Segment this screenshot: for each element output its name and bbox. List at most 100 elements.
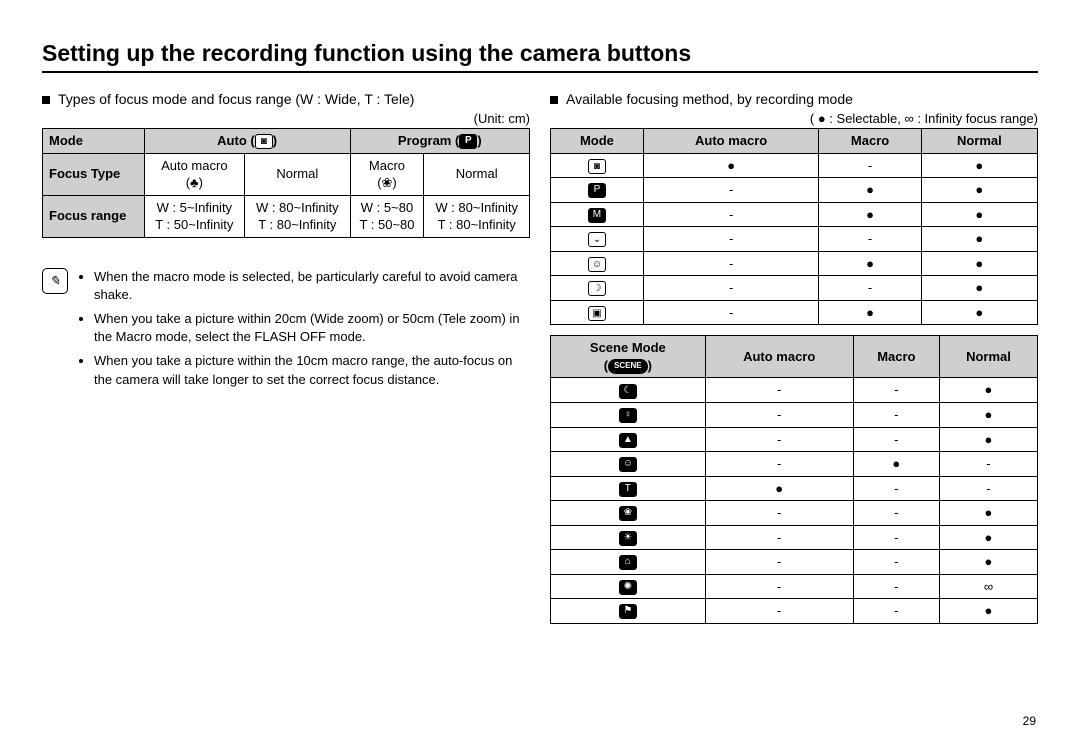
value-cell: - (705, 501, 853, 526)
value-cell: ● (939, 525, 1037, 550)
scene-mode-icon: ✺ (619, 580, 637, 595)
table-row: ⌄--● (551, 227, 1038, 252)
value-cell: - (705, 574, 853, 599)
table-row: ☽--● (551, 276, 1038, 301)
range-t: T : 50~80 (359, 217, 414, 232)
cell-auto-macro: Auto macro (♣) (144, 153, 244, 195)
scene-mode-icon: T (619, 482, 637, 497)
value-cell: - (939, 476, 1037, 501)
value-cell: - (643, 276, 819, 301)
note-block: ✎ When the macro mode is selected, be pa… (42, 268, 530, 395)
table-row: ▣-●● (551, 300, 1038, 325)
range-t: T : 80~Infinity (438, 217, 516, 232)
note-list: When the macro mode is selected, be part… (78, 268, 530, 395)
mode-cell: ⚑ (551, 599, 706, 624)
mode-cell: ☺ (551, 452, 706, 477)
mode-cell: ⌂ (551, 550, 706, 575)
mode-icon: ◙ (588, 159, 606, 174)
scene-mode-icon: ❀ (619, 506, 637, 521)
mode-cell: ☽ (551, 276, 644, 301)
value-cell: - (705, 599, 853, 624)
value-cell: - (853, 599, 939, 624)
table-row: ❀--● (551, 501, 1038, 526)
th-auto: Auto (◙) (144, 129, 350, 154)
value-cell: ● (853, 452, 939, 477)
unit-label: (Unit: cm) (42, 111, 530, 126)
t1-h3: Normal (921, 129, 1037, 154)
value-cell: ● (939, 550, 1037, 575)
value-cell: - (819, 227, 921, 252)
value-cell: ● (921, 251, 1037, 276)
th-focus-range: Focus range (43, 195, 145, 237)
value-cell: ● (939, 427, 1037, 452)
table-row: P-●● (551, 178, 1038, 203)
scene-mode-icon: ♀ (619, 408, 637, 423)
table-row: ♀--● (551, 403, 1038, 428)
scene-mode-icon: ☾ (619, 384, 637, 399)
value-cell: - (853, 378, 939, 403)
mode-table-2: Scene Mode (SCENE) Auto macro Macro Norm… (550, 335, 1038, 624)
mode-cell: T (551, 476, 706, 501)
range-w: W : 80~Infinity (256, 200, 339, 215)
value-cell: - (705, 403, 853, 428)
value-cell: - (853, 525, 939, 550)
value-cell: - (705, 525, 853, 550)
value-cell: ● (921, 227, 1037, 252)
value-cell: - (853, 574, 939, 599)
value-cell: - (643, 300, 819, 325)
value-cell: ● (819, 202, 921, 227)
mode-cell: ♀ (551, 403, 706, 428)
scene-mode-label: Scene Mode (590, 340, 666, 355)
auto-macro-label: Auto macro (161, 158, 227, 173)
macro-label: Macro (369, 158, 405, 173)
range-t: T : 80~Infinity (258, 217, 336, 232)
table-row: ⌂--● (551, 550, 1038, 575)
value-cell: ● (643, 153, 819, 178)
range-cell: W : 5~80 T : 50~80 (350, 195, 424, 237)
mode-icon: ▣ (588, 306, 606, 321)
note-icon: ✎ (42, 268, 68, 294)
t2-h2: Macro (853, 336, 939, 378)
th-program: Program (P) (350, 129, 529, 154)
t1-h0: Mode (551, 129, 644, 154)
mode-cell: ❀ (551, 501, 706, 526)
th-program-label: Program (398, 133, 451, 148)
range-cell: W : 80~Infinity T : 80~Infinity (424, 195, 530, 237)
t2-h3: Normal (939, 336, 1037, 378)
scene-mode-icon: ⌂ (619, 555, 637, 570)
cell-normal-1: Normal (245, 153, 351, 195)
table-row: ⚑--● (551, 599, 1038, 624)
th-auto-label: Auto (217, 133, 247, 148)
scene-mode-icon: ☀ (619, 531, 637, 546)
th-mode: Mode (43, 129, 145, 154)
mode-icon: ⌄ (588, 232, 606, 247)
note-item: When you take a picture within the 10cm … (94, 352, 530, 388)
cell-macro: Macro (❀) (350, 153, 424, 195)
scene-mode-icon: ▲ (619, 433, 637, 448)
right-heading: Available focusing method, by recording … (550, 91, 1038, 107)
range-w: W : 5~Infinity (157, 200, 233, 215)
value-cell: ● (939, 378, 1037, 403)
range-cell: W : 80~Infinity T : 80~Infinity (245, 195, 351, 237)
right-column: Available focusing method, by recording … (550, 91, 1038, 624)
value-cell: ● (921, 276, 1037, 301)
value-cell: ● (819, 178, 921, 203)
value-cell: ∞ (939, 574, 1037, 599)
value-cell: - (853, 501, 939, 526)
value-cell: ● (939, 403, 1037, 428)
scene-mode-icon: ⚑ (619, 604, 637, 619)
value-cell: - (705, 550, 853, 575)
table-row: ☾--● (551, 378, 1038, 403)
value-cell: ● (921, 300, 1037, 325)
value-cell: - (643, 178, 819, 203)
table-row: ▲--● (551, 427, 1038, 452)
value-cell: - (705, 427, 853, 452)
mode-cell: ▲ (551, 427, 706, 452)
value-cell: - (853, 403, 939, 428)
left-heading: Types of focus mode and focus range (W :… (42, 91, 530, 107)
range-w: W : 5~80 (361, 200, 413, 215)
value-cell: - (643, 227, 819, 252)
right-heading-text: Available focusing method, by recording … (566, 91, 853, 107)
mode-cell: M (551, 202, 644, 227)
range-w: W : 80~Infinity (435, 200, 518, 215)
